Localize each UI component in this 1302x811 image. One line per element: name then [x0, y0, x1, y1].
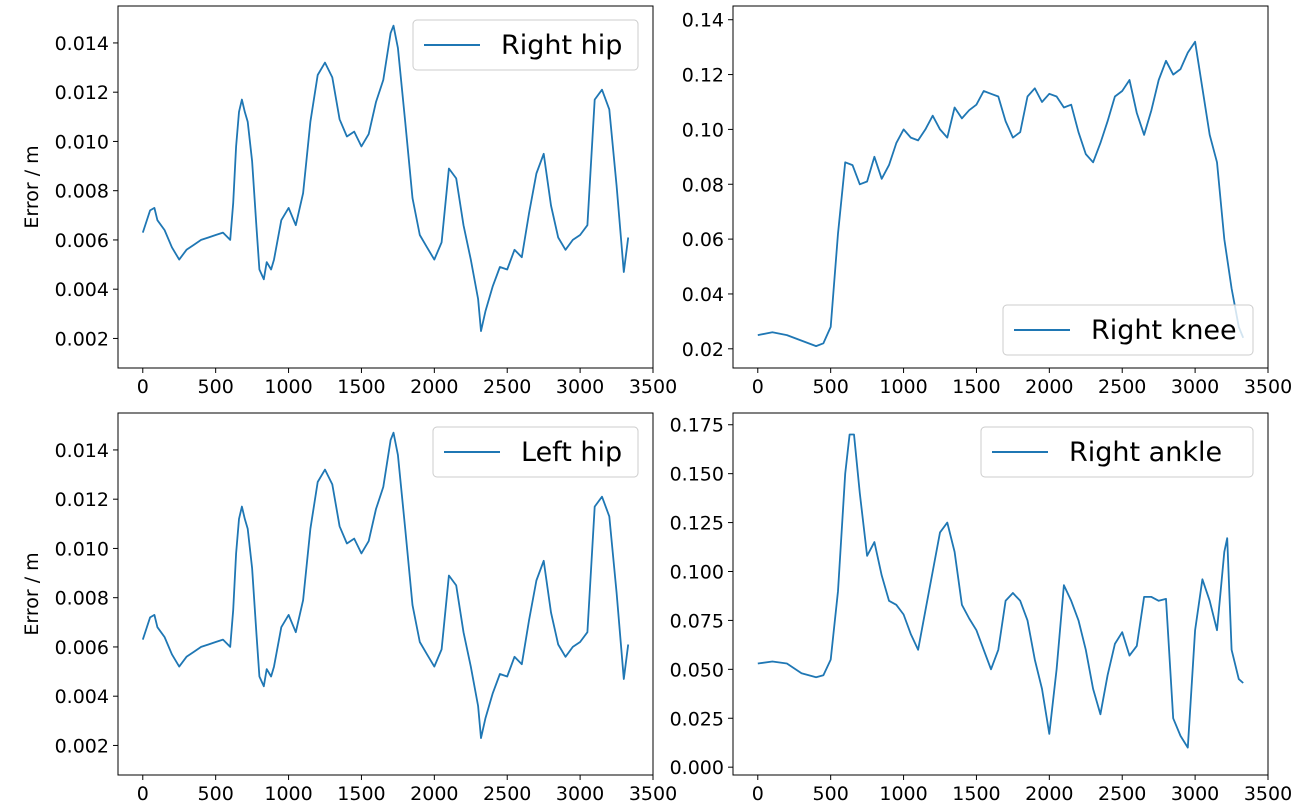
axes-frame: [732, 5, 1269, 369]
y-tick-label: 0.150: [670, 464, 724, 486]
y-tick-label: 0.010: [55, 131, 109, 153]
legend-label: Right ankle: [1069, 437, 1222, 468]
y-tick-label: 0.000: [670, 757, 724, 779]
series-line: [757, 40, 1245, 348]
y-tick-label: 0.006: [55, 230, 109, 252]
legend: Right knee: [1002, 304, 1254, 356]
y-tick-label: 0.002: [55, 735, 109, 757]
chart-panel: 0 500 1000 1500 2000 2500 3000 3500 0.02 0.04 0.06…: [682, 5, 1292, 398]
legend-box: [432, 426, 639, 478]
x-tick-label: 3500: [1244, 376, 1292, 398]
x-tick-label: 2000: [410, 783, 458, 805]
y-tick-label: 0.050: [670, 659, 724, 681]
x-tick-label: 1000: [879, 376, 927, 398]
x-tick-label: 2000: [1025, 783, 1073, 805]
series-line: [757, 433, 1244, 749]
x-tick-label: 3000: [1171, 376, 1219, 398]
y-tick-label: 0.08: [682, 174, 724, 196]
chart-panel: 0 500 1000 1500 2000 2500 3000 3500 0.002 0.004 0.…: [21, 412, 677, 805]
x-tick-label: 2000: [410, 376, 458, 398]
y-tick-label: 0.012: [55, 489, 109, 511]
legend: Left hip: [432, 426, 639, 478]
x-tick-label: 500: [198, 783, 234, 805]
x-tick-label: 1000: [264, 783, 312, 805]
x-tick-label: 2500: [483, 376, 531, 398]
y-tick-label: 0.014: [55, 33, 109, 55]
y-tick-label: 0.02: [682, 339, 724, 361]
axes-frame: [117, 5, 654, 369]
x-tick-label: 3000: [1171, 783, 1219, 805]
x-tick-label: 1500: [952, 376, 1000, 398]
y-tick-label: 0.002: [55, 328, 109, 350]
y-tick-label: 0.10: [682, 119, 724, 141]
chart-panel: 0 500 1000 1500 2000 2500 3000 3500 0.000 0.025 0.…: [670, 412, 1292, 805]
y-tick-label: 0.075: [670, 610, 724, 632]
x-tick-label: 2000: [1025, 376, 1073, 398]
legend-box: [412, 19, 639, 71]
y-axis-label: Error / m: [21, 145, 43, 228]
x-tick-label: 2500: [1098, 783, 1146, 805]
x-tick-label: 3500: [629, 783, 677, 805]
y-tick-label: 0.010: [55, 538, 109, 560]
legend-box: [1002, 304, 1254, 356]
x-tick-label: 500: [198, 376, 234, 398]
y-tick-label: 0.006: [55, 637, 109, 659]
y-tick-label: 0.04: [682, 284, 724, 306]
y-axis-label: Error / m: [21, 552, 43, 635]
y-tick-label: 0.12: [682, 65, 724, 87]
legend-label: Right knee: [1091, 315, 1237, 346]
y-tick-label: 0.012: [55, 82, 109, 104]
x-tick-label: 3500: [629, 376, 677, 398]
x-tick-label: 0: [137, 376, 149, 398]
x-tick-label: 2500: [483, 783, 531, 805]
legend-box: [980, 426, 1254, 478]
axes-frame: [732, 412, 1269, 776]
axes-frame: [117, 412, 654, 776]
x-tick-label: 1500: [952, 783, 1000, 805]
y-tick-label: 0.004: [55, 686, 109, 708]
x-tick-label: 0: [752, 783, 764, 805]
x-tick-label: 0: [752, 376, 764, 398]
chart-panel: 0 500 1000 1500 2000 2500 3000 3500 0.002 0.004 0.…: [21, 5, 677, 398]
y-tick-label: 0.025: [670, 708, 724, 730]
x-tick-label: 3500: [1244, 783, 1292, 805]
x-tick-label: 2500: [1098, 376, 1146, 398]
x-tick-label: 1000: [264, 376, 312, 398]
x-tick-label: 500: [813, 376, 849, 398]
x-tick-label: 1000: [879, 783, 927, 805]
x-tick-label: 1500: [337, 783, 385, 805]
y-tick-label: 0.125: [670, 513, 724, 535]
y-tick-label: 0.100: [670, 561, 724, 583]
y-tick-label: 0.008: [55, 588, 109, 610]
legend-label: Left hip: [521, 437, 622, 468]
y-tick-label: 0.014: [55, 440, 109, 462]
y-tick-label: 0.004: [55, 279, 109, 301]
legend: Right hip: [412, 19, 639, 71]
x-tick-label: 3000: [556, 376, 604, 398]
y-tick-label: 0.06: [682, 229, 724, 251]
x-tick-label: 1500: [337, 376, 385, 398]
y-tick-label: 0.175: [670, 415, 724, 437]
x-tick-label: 3000: [556, 783, 604, 805]
legend: Right ankle: [980, 426, 1254, 478]
x-tick-label: 500: [813, 783, 849, 805]
y-tick-label: 0.008: [55, 181, 109, 203]
series-line: [141, 24, 630, 333]
y-tick-label: 0.14: [682, 10, 724, 32]
x-tick-label: 0: [137, 783, 149, 805]
series-line: [141, 431, 630, 739]
legend-label: Right hip: [501, 30, 622, 61]
